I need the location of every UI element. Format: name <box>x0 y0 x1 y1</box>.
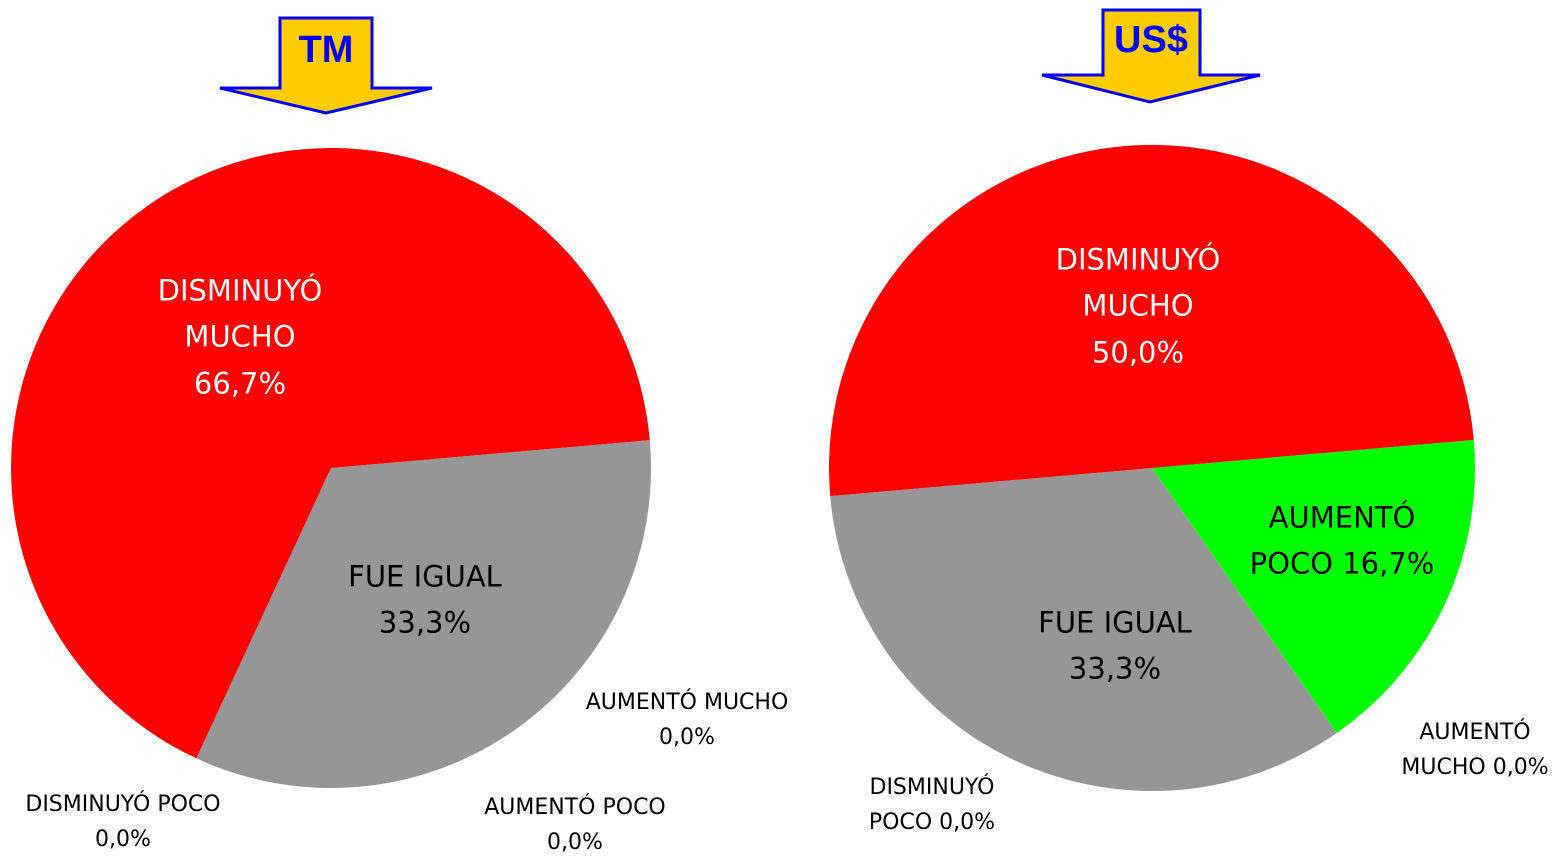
category-label: AUMENTÓ POCO <box>484 794 666 820</box>
value-label: 33,3% <box>1068 652 1162 686</box>
slice-label: AUMENTÓ POCO 0,0% <box>455 790 695 858</box>
category-label: DISMINUYÓ POCO <box>868 774 995 835</box>
category-label: DISMINUYÓ MUCHO <box>157 273 323 354</box>
category-label: FUE IGUAL <box>348 559 502 594</box>
slice-label: DISMINUYÓ MUCHO 50,0% <box>1028 236 1248 375</box>
value-label: 66,7% <box>193 366 287 401</box>
value-label: 0,0% <box>1492 755 1549 780</box>
chart-title: US$ <box>1114 19 1188 61</box>
slice-label: DISMINUYÓ POCO 0,0% <box>847 770 1017 840</box>
title-arrow <box>219 16 433 115</box>
slice-label: AUMENTÓ POCO 16,7% <box>1242 495 1442 588</box>
slice-label: AUMENTÓ MUCHO 0,0% <box>1385 715 1563 785</box>
category-label: DISMINUYÓ POCO <box>25 791 221 817</box>
category-label: AUMENTÓ MUCHO <box>585 689 789 715</box>
pie-slice <box>196 440 651 788</box>
slice-label: AUMENTÓ MUCHO 0,0% <box>567 685 807 755</box>
slice-label: FUE IGUAL 33,3% <box>315 554 535 647</box>
slice-label: FUE IGUAL 33,3% <box>1005 600 1225 693</box>
slice-label: DISMINUYÓ POCO 0,0% <box>3 787 243 857</box>
pie-slice <box>830 468 1337 792</box>
slice-label: DISMINUYÓ MUCHO 66,7% <box>130 267 350 406</box>
value-label: 0,0% <box>939 810 996 835</box>
pie-slice <box>1152 439 1475 733</box>
category-label: AUMENTÓ MUCHO <box>1401 719 1531 780</box>
value-label: 0,0% <box>547 830 603 855</box>
category-label: FUE IGUAL <box>1038 605 1192 640</box>
title-arrow <box>1041 8 1261 104</box>
chart-title: TM <box>299 29 354 71</box>
value-label: 50,0% <box>1091 335 1185 370</box>
value-label: 16,7% <box>1342 547 1435 581</box>
value-label: 0,0% <box>659 725 715 750</box>
category-label: AUMENTÓ POCO <box>1249 500 1416 581</box>
pie-slice <box>11 147 650 759</box>
value-label: 33,3% <box>378 606 472 640</box>
category-label: DISMINUYÓ MUCHO <box>1055 242 1221 323</box>
value-label: 0,0% <box>95 827 151 852</box>
pie-slice <box>828 144 1474 497</box>
